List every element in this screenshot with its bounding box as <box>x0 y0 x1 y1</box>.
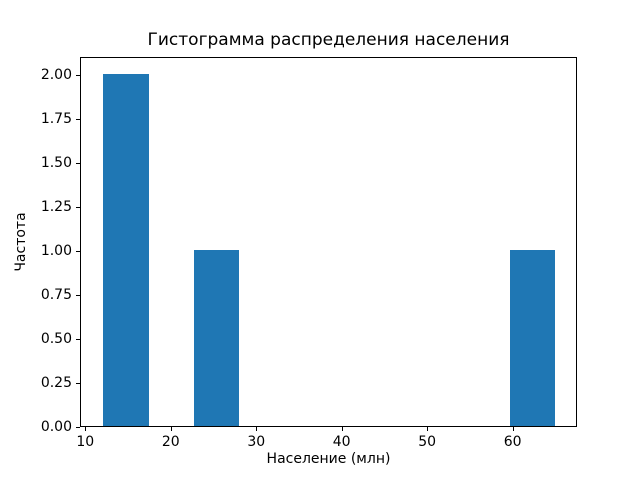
y-tick-label: 1.00 <box>40 242 72 259</box>
y-tick-mark <box>76 338 80 340</box>
x-tick-label: 60 <box>503 434 522 450</box>
y-tick-label: 2.00 <box>40 66 72 83</box>
y-tick-mark <box>76 74 80 76</box>
y-tick-mark <box>76 118 80 120</box>
y-tick-label: 0.00 <box>40 419 72 435</box>
y-tick-mark <box>76 294 80 296</box>
histogram-bar <box>510 249 556 426</box>
x-tick-label: 30 <box>247 434 266 450</box>
x-tick-mark <box>427 427 429 431</box>
x-tick-mark <box>512 427 514 431</box>
histogram-bar <box>103 73 149 426</box>
y-tick-label: 1.25 <box>40 198 72 215</box>
y-tick-mark <box>76 206 80 208</box>
x-tick-mark <box>256 427 258 431</box>
x-tick-mark <box>85 427 87 431</box>
plot-area <box>80 57 577 427</box>
y-tick-mark <box>76 162 80 164</box>
y-tick-label: 0.75 <box>40 286 72 303</box>
y-tick-label: 1.50 <box>40 154 72 171</box>
chart-title: Гистограмма распределения населения <box>147 30 510 50</box>
x-tick-label: 50 <box>418 434 437 450</box>
y-tick-mark <box>76 427 80 428</box>
histogram-bar <box>193 249 239 426</box>
x-tick-label: 40 <box>332 434 351 450</box>
x-tick-label: 10 <box>76 434 95 450</box>
x-tick-label: 20 <box>161 434 180 450</box>
x-tick-mark <box>170 427 172 431</box>
y-tick-label: 0.50 <box>40 330 72 347</box>
y-tick-mark <box>76 383 80 384</box>
y-tick-label: 0.25 <box>40 375 72 391</box>
x-tick-mark <box>341 427 343 431</box>
y-tick-label: 1.75 <box>40 110 72 127</box>
x-axis-label: Население (млн) <box>266 451 391 467</box>
y-tick-mark <box>76 250 80 252</box>
